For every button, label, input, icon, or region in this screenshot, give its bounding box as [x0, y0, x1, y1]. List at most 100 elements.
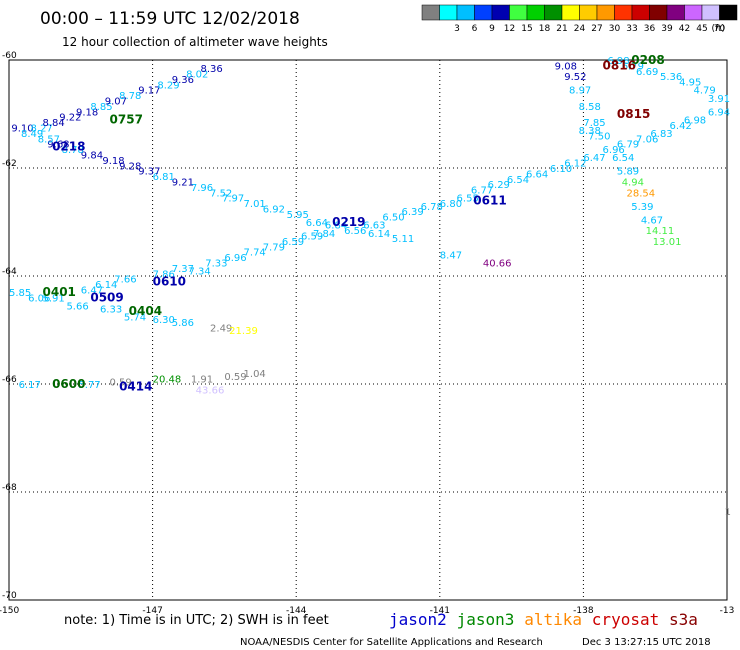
lat-tick-label: -60 [2, 51, 17, 61]
lon-tick-label: -144 [286, 606, 307, 616]
map-title: 00:00 – 11:59 UTC 12/02/2018 [40, 9, 300, 29]
pass-time-label: 0600 [52, 377, 85, 391]
scale-swatch [666, 4, 685, 21]
lon-tick-label: -141 [430, 606, 450, 616]
pass-time-label: 0815 [617, 107, 650, 121]
wave-height-label: 3.91 [708, 94, 730, 105]
lon-tick-label: -147 [142, 606, 162, 616]
lat-tick-label: -64 [2, 267, 17, 277]
wave-height-label: 6.81 [153, 172, 175, 183]
wave-height-label: 7.96 [191, 183, 213, 194]
wave-height-label: 6.59 [282, 237, 304, 248]
scale-swatch [614, 4, 633, 21]
wave-height-label: 1.04 [244, 369, 266, 380]
pass-time-label: 0219 [332, 215, 365, 229]
wave-height-label: 6.64 [526, 169, 548, 180]
scale-tick-label: 18 [539, 24, 551, 34]
lat-tick-label: -70 [2, 591, 17, 601]
wave-height-label: 6.29 [488, 180, 510, 191]
plot-frame [8, 59, 728, 601]
wave-height-label: 9.28 [119, 161, 141, 172]
wave-height-label: 8.78 [119, 91, 141, 102]
wave-height-label: 6.55 [457, 194, 479, 205]
wave-height-label: 7.84 [313, 229, 335, 240]
wave-height-label: 5.86 [172, 318, 194, 329]
wave-height-label: 5.77 [78, 380, 100, 391]
wave-height-label: 6.14 [95, 280, 117, 291]
scale-swatch [456, 4, 475, 21]
wave-height-label: 9.17 [138, 86, 160, 97]
wave-height-label: 6.80 [440, 199, 462, 210]
wave-height-label: 8.27 [31, 124, 53, 135]
wave-height-label: 6.10 [550, 164, 572, 175]
lat-tick-label: -62 [2, 159, 17, 169]
wave-height-label: 6.77 [471, 186, 493, 197]
wave-height-label: 6.17 [19, 380, 41, 391]
wave-height-label: 7.06 [636, 134, 658, 145]
wave-height-label: 5.89 [617, 167, 639, 178]
lon-tick-label: -13 [720, 606, 735, 616]
wave-height-label: 6.06 [28, 294, 50, 305]
scale-tick-label: 36 [644, 24, 656, 34]
scale-swatch [649, 4, 668, 21]
wave-height-label: 8.38 [579, 126, 601, 137]
wave-height-label: 0.59 [110, 377, 132, 388]
wave-height-label: 7.50 [588, 132, 610, 143]
scale-tick-label: 39 [661, 24, 673, 34]
wave-height-label: 7.97 [222, 194, 244, 205]
wave-height-label: 7.52 [210, 188, 232, 199]
wave-height-label: 6.47 [81, 286, 103, 297]
wave-height-label: 21.39 [229, 326, 258, 337]
map-subtitle: 12 hour collection of altimeter wave hei… [62, 35, 328, 49]
lon-tick-label: -150 [0, 606, 19, 616]
wave-height-label: 9.21 [172, 178, 194, 189]
scale-unit: (ft) [711, 24, 725, 34]
scale-swatch [579, 4, 598, 21]
scale-tick-label: 27 [591, 24, 602, 34]
wave-height-label: 8.58 [579, 102, 601, 113]
scale-tick-label: 15 [521, 24, 532, 34]
axis-tick-labels: -150 -147 -144 -141 -138 -13 -60 -62 -64 -66 -68 -7… [0, 51, 734, 616]
pass-time-label: 0208 [631, 53, 664, 67]
scale-tick-label: 21 [556, 24, 567, 34]
wave-height-label: 9.18 [102, 156, 124, 167]
wave-height-label: 5.91 [43, 294, 65, 305]
wave-height-label: 7.85 [583, 118, 605, 129]
scale-swatch [491, 4, 510, 21]
wave-height-label: 14.11 [646, 226, 675, 237]
wave-height-label: 6.69 [636, 67, 658, 78]
footnote: note: 1) Time is in UTC; 2) SWH is in fe… [64, 613, 329, 628]
scale-tick-label: 12 [504, 24, 515, 34]
wave-height-label: 8.02 [186, 70, 208, 81]
scale-tick-label: 42 [679, 24, 690, 34]
wave-height-label: 7.37 [172, 264, 194, 275]
wave-height-label: 8.78 [62, 145, 84, 156]
pass-time-label: 0218 [52, 139, 85, 153]
wave-height-label: 4.95 [679, 78, 701, 89]
wave-height-label: 6.98 [684, 115, 706, 126]
wave-height-label: 6.54 [612, 153, 634, 164]
wave-height-label: 9.37 [138, 167, 160, 178]
wave-height-label: 28.54 [626, 188, 655, 199]
scale-tick-label: 6 [472, 24, 478, 34]
scale-swatch [719, 4, 738, 21]
satellite-legend-item: s3a [669, 610, 698, 629]
satellite-legend-item: jason2 [389, 610, 447, 629]
scale-swatch [544, 4, 563, 21]
wave-height-label: 6.50 [382, 213, 404, 224]
pass-time-label: 0816 [603, 58, 636, 72]
wave-height-label: 9.10 [11, 124, 33, 135]
wave-height-label: 40.66 [483, 259, 512, 270]
wave-height-label: 9.52 [564, 72, 586, 83]
wave-height-label: 6.96 [224, 253, 246, 264]
color-scale-legend: 3 6 9 12 15 18 21 24 27 30 33 36 39 42 45 70(ft) [421, 4, 738, 34]
wave-height-label: 9.08 [555, 61, 577, 72]
wave-height-label: 6.78 [421, 202, 443, 213]
scale-swatch [631, 4, 650, 21]
wave-height-label: 8.36 [200, 64, 222, 75]
wave-height-label: 6.83 [650, 129, 672, 140]
scale-swatch [701, 4, 720, 21]
pass-time-label: 0611 [473, 193, 506, 207]
